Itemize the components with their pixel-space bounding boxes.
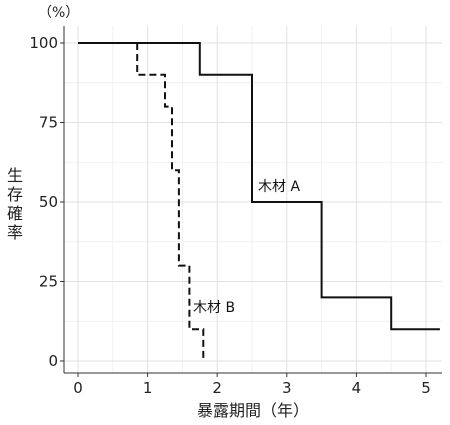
x-tick-label: 0 (73, 379, 83, 397)
y-tick-label: 100 (29, 34, 58, 52)
x-tick-label: 1 (143, 379, 153, 397)
y-tick-label: 25 (39, 273, 58, 291)
y-tick-label: 75 (39, 114, 58, 132)
series-label-b: 木材 B (193, 300, 235, 316)
y-tick-label: 0 (48, 352, 58, 370)
series-line-b (136, 43, 205, 361)
x-tick-label: 4 (352, 379, 362, 397)
y-tick-label: 50 (39, 193, 58, 211)
y-unit-label: （%） (38, 5, 79, 21)
x-tick-label: 3 (282, 379, 292, 397)
x-tick-label: 2 (212, 379, 222, 397)
x-tick-label: 5 (421, 379, 431, 397)
x-axis-label: 暴露期間（年） (197, 401, 309, 420)
series-group (78, 42, 440, 361)
y-axis-label: 生存確率 (7, 166, 23, 242)
series-label-a: 木材 A (258, 179, 300, 195)
axes: 0 25 50 75 100 0 1 2 3 4 5 (29, 26, 442, 397)
series-line-a (78, 42, 440, 331)
